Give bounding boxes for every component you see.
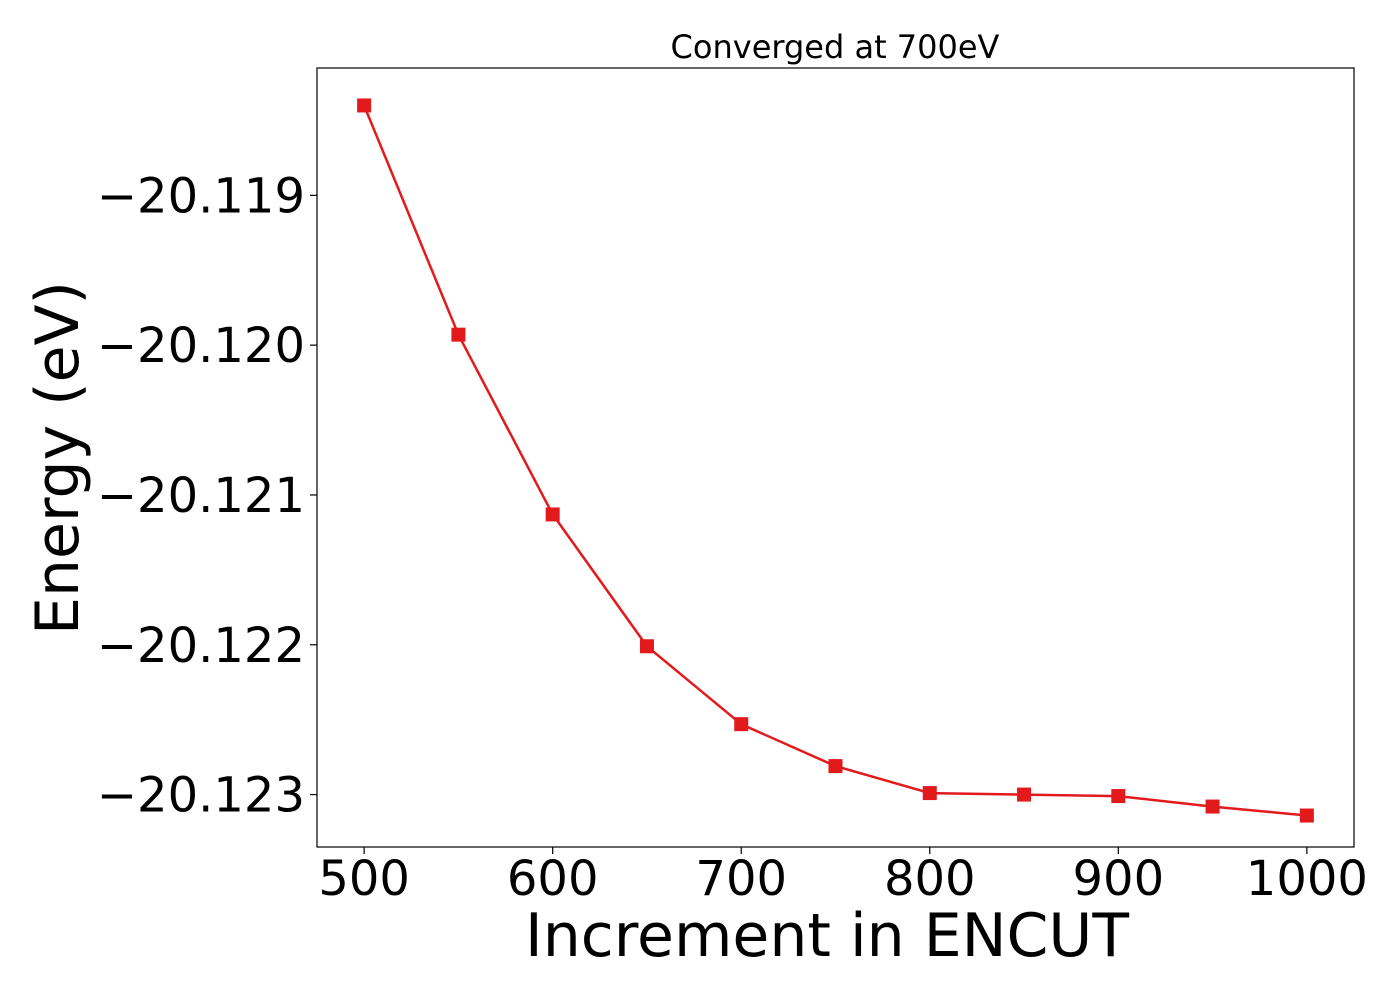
data-point-marker bbox=[922, 786, 937, 801]
chart-title: Converged at 700eV bbox=[671, 28, 1000, 66]
x-tick-label: 600 bbox=[507, 851, 599, 907]
series-layer bbox=[357, 98, 1314, 823]
data-point-marker bbox=[357, 98, 372, 113]
y-axis-ticks: −20.119 −20.120 −20.121 −20.122 −20.123 bbox=[97, 168, 317, 824]
plot-area-frame bbox=[316, 67, 1355, 848]
data-point-marker bbox=[828, 759, 843, 774]
data-point-marker bbox=[639, 639, 654, 654]
y-tick-label: −20.122 bbox=[97, 618, 305, 674]
data-point-marker bbox=[1017, 787, 1032, 802]
data-point-marker bbox=[1299, 808, 1314, 823]
x-axis-label: Increment in ENCUT bbox=[525, 901, 1129, 971]
y-tick-label: −20.120 bbox=[97, 318, 305, 374]
series-line bbox=[362, 105, 1308, 817]
y-tick-label: −20.119 bbox=[97, 168, 305, 224]
x-axis-ticks: 500 600 700 800 900 1000 bbox=[318, 847, 1368, 907]
x-tick-label: 1000 bbox=[1246, 851, 1368, 907]
data-point-marker bbox=[734, 717, 749, 732]
x-tick-label: 800 bbox=[884, 851, 976, 907]
y-tick-label: −20.121 bbox=[97, 468, 305, 524]
y-tick-label: −20.123 bbox=[97, 768, 305, 824]
x-tick-label: 900 bbox=[1073, 851, 1165, 907]
data-point-marker bbox=[1111, 789, 1126, 804]
data-point-marker bbox=[451, 327, 466, 342]
x-tick-label: 500 bbox=[318, 851, 410, 907]
data-point-marker bbox=[545, 507, 560, 522]
x-tick-label: 700 bbox=[695, 851, 787, 907]
y-axis-label: Energy (eV) bbox=[23, 281, 93, 635]
data-point-marker bbox=[1205, 799, 1220, 814]
